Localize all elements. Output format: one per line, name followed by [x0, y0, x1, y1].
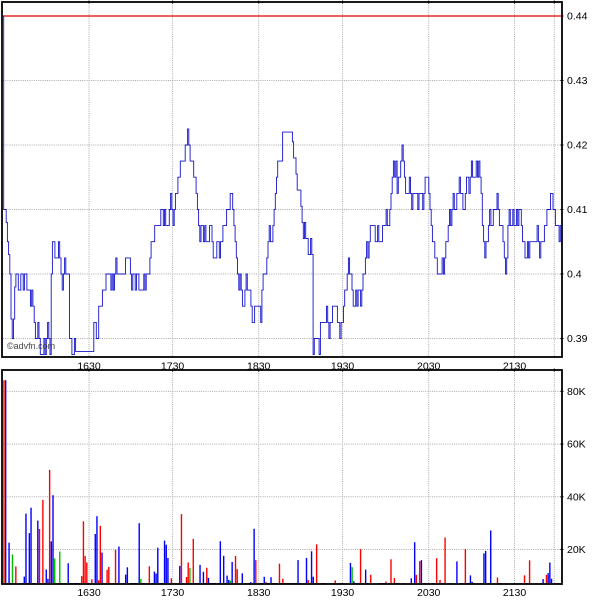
svg-text:2030: 2030 [417, 587, 441, 599]
svg-text:1830: 1830 [247, 587, 271, 599]
svg-text:1630: 1630 [77, 587, 101, 599]
svg-text:0.44: 0.44 [567, 11, 588, 23]
svg-text:1730: 1730 [161, 587, 185, 599]
svg-text:©advfn.com: ©advfn.com [7, 341, 55, 351]
svg-text:40K: 40K [567, 491, 586, 503]
svg-text:0.42: 0.42 [567, 140, 588, 152]
svg-text:0.39: 0.39 [567, 333, 588, 345]
svg-text:80K: 80K [567, 386, 586, 398]
svg-text:60K: 60K [567, 439, 586, 451]
svg-text:0.4: 0.4 [567, 269, 582, 281]
svg-text:1930: 1930 [331, 587, 355, 599]
svg-text:0.41: 0.41 [567, 204, 588, 216]
svg-text:2130: 2130 [503, 587, 527, 599]
svg-text:0.43: 0.43 [567, 75, 588, 87]
svg-text:20K: 20K [567, 544, 586, 556]
